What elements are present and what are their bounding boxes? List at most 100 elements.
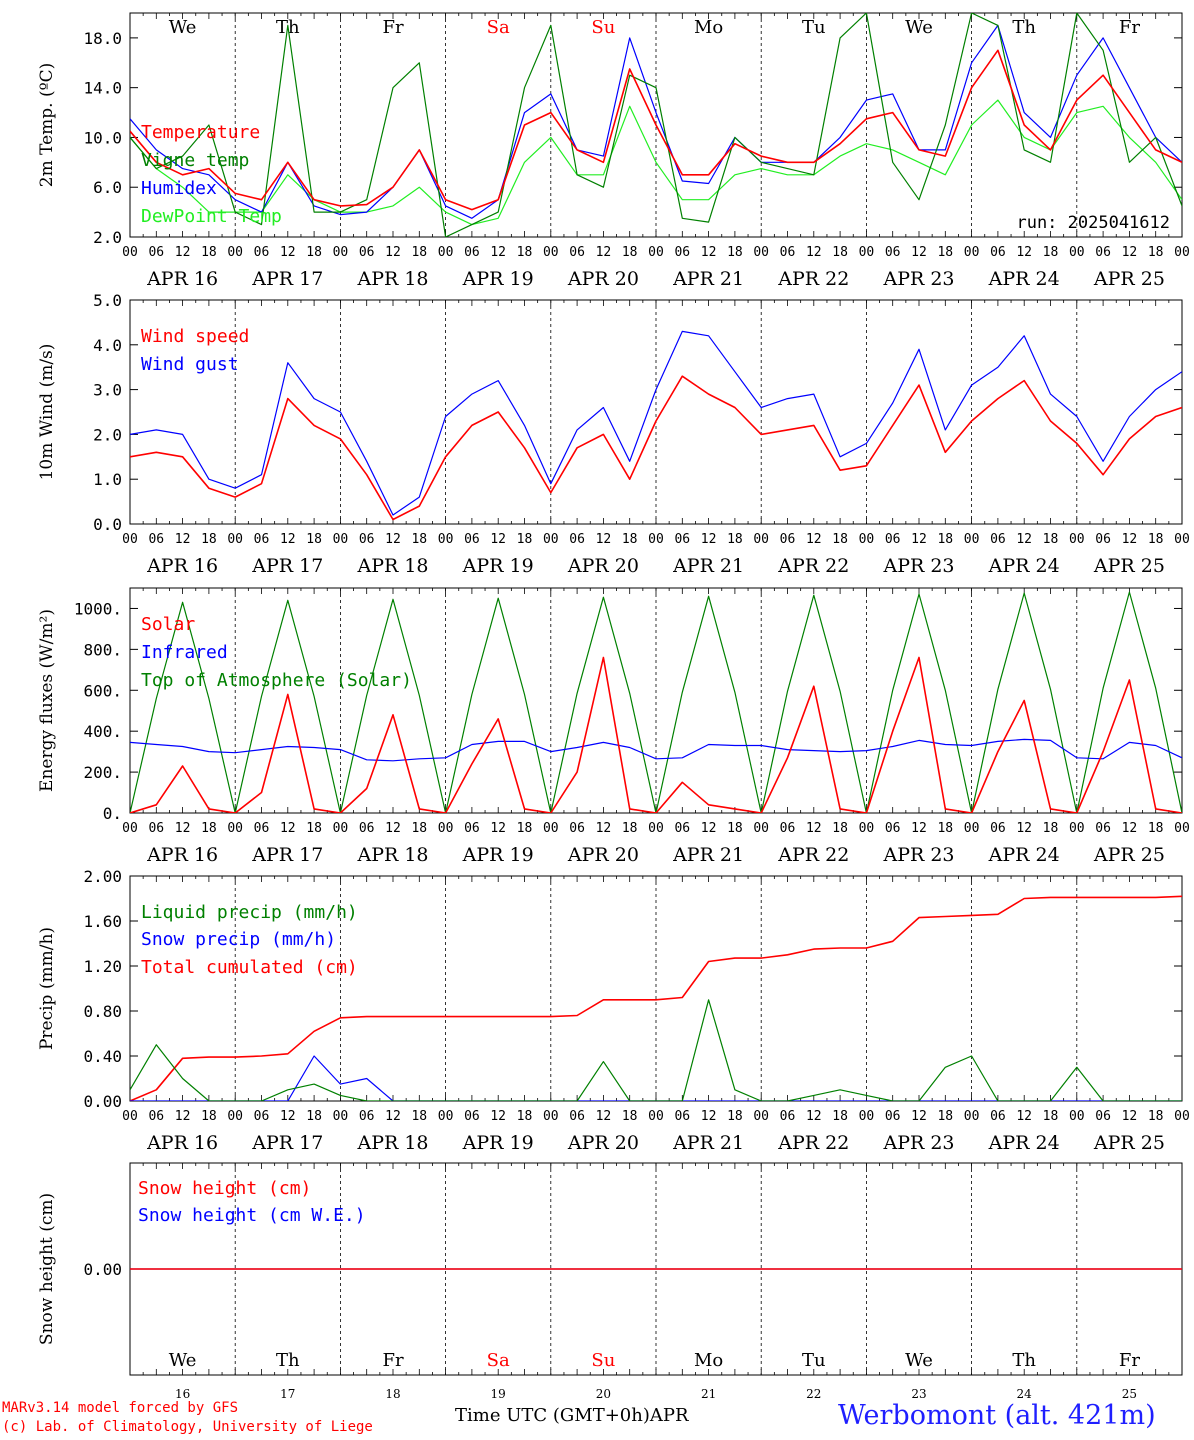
x-hour-label: 18	[1043, 532, 1059, 547]
y-tick-label: 0.	[103, 804, 122, 823]
x-hour-label: 06	[464, 1109, 480, 1124]
x-day-label: APR 24	[988, 268, 1060, 290]
x-hour-label: 00	[1069, 532, 1085, 547]
x-hour-label: 06	[674, 245, 690, 260]
x-hour-label: 18	[937, 821, 953, 836]
y-tick-label: 10.0	[83, 128, 122, 147]
panel-wind: 0.0 1.0 2.0 3.0 4.0 5.0 10m Wind (m/s) 00 06 12 18…	[37, 291, 1190, 577]
x-hour-label: 06	[359, 245, 375, 260]
weekday-label: Su	[591, 17, 615, 38]
x-hour-label: 12	[490, 532, 506, 547]
x-day-label: APR 23	[882, 268, 954, 290]
day-number-label: 20	[596, 1387, 611, 1401]
series-line-snow-precip-mm-h-	[130, 1055, 1182, 1101]
x-hour-label: 12	[806, 245, 822, 260]
legend-entry: Solar	[141, 614, 195, 635]
x-hour-label: 18	[727, 532, 743, 547]
x-hour-label: 06	[254, 245, 270, 260]
series-line-wind-gust	[130, 330, 1182, 516]
weekday-label: Tu	[802, 17, 826, 38]
x-hour-label: 18	[517, 532, 533, 547]
legend-entry: Total cumulated (cm)	[141, 957, 358, 978]
x-hour-label: 06	[990, 1109, 1006, 1124]
credit-line: (c) Lab. of Climatology, University of L…	[2, 1419, 373, 1435]
x-hour-label: 06	[254, 532, 270, 547]
x-hour-label: 06	[148, 532, 164, 547]
x-hour-label: 00	[227, 1109, 243, 1124]
x-hour-label: 00	[753, 245, 769, 260]
x-hour-label: 12	[701, 245, 717, 260]
series-line-total-cumulated-cm-	[130, 895, 1182, 1101]
plot-frame	[129, 299, 1183, 525]
weekday-label: We	[169, 1350, 197, 1371]
x-hour-label: 18	[622, 1109, 638, 1124]
x-hour-label: 00	[122, 532, 138, 547]
x-hour-label: 12	[385, 532, 401, 547]
x-hour-label: 00	[964, 245, 980, 260]
x-hour-label: 18	[201, 821, 217, 836]
x-hour-label: 00	[122, 821, 138, 836]
x-hour-label: 06	[569, 532, 585, 547]
x-hour-label: 18	[1043, 245, 1059, 260]
weekday-label: Su	[591, 1350, 615, 1371]
x-hour-label: 18	[201, 1109, 217, 1124]
x-hour-label: 12	[701, 821, 717, 836]
x-hour-label: 12	[385, 1109, 401, 1124]
x-hour-label: 06	[780, 1109, 796, 1124]
x-hour-label: 06	[674, 821, 690, 836]
x-hour-label: 18	[306, 1109, 322, 1124]
x-day-label: APR 25	[1093, 268, 1165, 290]
weekday-label: Fr	[1119, 1350, 1140, 1371]
x-hour-label: 00	[1069, 1109, 1085, 1124]
x-hour-label: 00	[648, 1109, 664, 1124]
x-hour-label: 00	[859, 532, 875, 547]
x-hour-label: 12	[385, 821, 401, 836]
y-tick-label: 5.0	[93, 291, 122, 310]
panel-temp: 2.0 6.0 10.0 14.0 18.0 2m Temp. (ºC) 00 06 12 18 A…	[37, 12, 1190, 290]
x-hour-label: 06	[1095, 821, 1111, 836]
x-hour-label: 18	[411, 1109, 427, 1124]
x-hour-label: 18	[832, 532, 848, 547]
x-day-label: APR 16	[146, 1132, 218, 1154]
x-hour-label: 18	[1043, 821, 1059, 836]
day-number-label: 18	[385, 1387, 400, 1401]
x-day-label: APR 16	[146, 555, 218, 577]
x-hour-label: 00	[543, 245, 559, 260]
x-hour-label: 06	[254, 821, 270, 836]
x-hour-label: 18	[832, 1109, 848, 1124]
y-tick-label: 600.	[83, 681, 122, 700]
x-hour-label: 06	[148, 1109, 164, 1124]
x-hour-label: 00	[333, 532, 349, 547]
x-hour-label: 06	[990, 821, 1006, 836]
y-tick-label: 0.0	[93, 515, 122, 534]
x-day-label: APR 18	[356, 555, 428, 577]
x-hour-label: 18	[201, 532, 217, 547]
x-hour-label: 00	[648, 245, 664, 260]
x-day-label: APR 17	[251, 844, 323, 866]
x-hour-label: 00	[1069, 821, 1085, 836]
day-number-label: 21	[701, 1387, 716, 1401]
x-hour-label: 06	[990, 532, 1006, 547]
x-day-label: APR 21	[672, 268, 744, 290]
x-day-label: APR 24	[988, 555, 1060, 577]
x-hour-label: 06	[464, 821, 480, 836]
x-day-label: APR 17	[251, 268, 323, 290]
x-hour-label: 00	[543, 821, 559, 836]
x-hour-label: 00	[227, 821, 243, 836]
x-day-label: APR 24	[988, 1132, 1060, 1154]
x-hour-label: 18	[1043, 1109, 1059, 1124]
weekday-label: We	[905, 1350, 933, 1371]
x-hour-label: 18	[306, 245, 322, 260]
weekday-label: Th	[1012, 17, 1036, 38]
day-number-label: 23	[911, 1387, 926, 1401]
weekday-label: Sa	[487, 17, 510, 38]
panel-snow: 0.00 Snow height (cm) We Th Fr Sa Su Mo Tu We Th Fr…	[37, 1162, 1183, 1401]
x-hour-label: 18	[832, 245, 848, 260]
run-label: run: 2025041612	[1016, 213, 1170, 233]
x-hour-label: 12	[280, 245, 296, 260]
x-hour-label: 00	[648, 532, 664, 547]
x-hour-label: 12	[175, 245, 191, 260]
x-day-label: APR 18	[356, 1132, 428, 1154]
x-hour-label: 00	[333, 1109, 349, 1124]
x-hour-label: 06	[464, 532, 480, 547]
